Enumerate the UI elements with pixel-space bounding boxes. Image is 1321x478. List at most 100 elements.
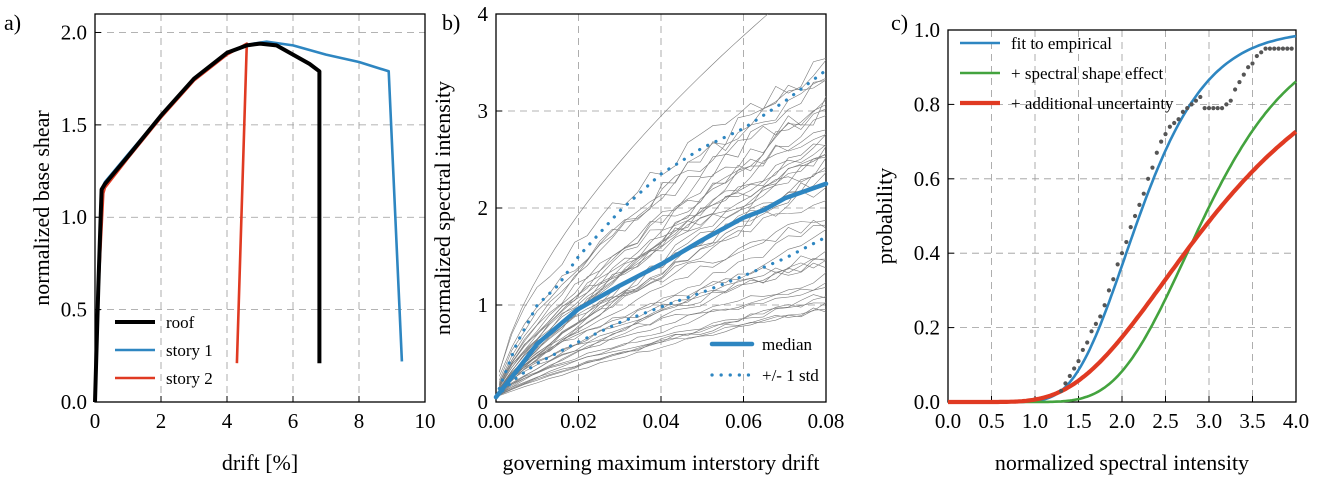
empirical-point <box>1111 277 1116 282</box>
y-tick-label: 1 <box>478 293 489 317</box>
empirical-point <box>1150 165 1155 170</box>
legend-label: roof <box>166 313 195 332</box>
empirical-point <box>1259 50 1264 55</box>
empirical-point <box>1128 225 1133 230</box>
record-line <box>499 302 826 396</box>
empirical-point <box>1198 94 1203 100</box>
record-line <box>499 99 826 377</box>
series-line-story1 <box>93 40 404 403</box>
y-tick-label: 0.8 <box>914 92 940 116</box>
y-axis-label: normalized base shear <box>29 110 54 306</box>
empirical-point <box>1089 329 1094 334</box>
y-tick-label: 2.0 <box>61 20 87 44</box>
std-line <box>494 235 828 399</box>
fragility-curve-red <box>948 130 1298 405</box>
empirical-point <box>1211 106 1216 111</box>
empirical-point <box>1098 314 1103 319</box>
x-tick-label: 10 <box>415 409 436 433</box>
empirical-point <box>1124 239 1129 245</box>
x-tick-label: 8 <box>354 409 365 433</box>
panel-label: c) <box>891 10 908 35</box>
x-tick-label: 4 <box>222 409 233 433</box>
empirical-point <box>1219 106 1225 111</box>
x-tick-label: 1.5 <box>1065 409 1091 433</box>
empirical-point <box>1085 340 1090 345</box>
empirical-point <box>1241 72 1246 77</box>
record-lines <box>499 14 826 396</box>
y-tick-label: 0.4 <box>914 241 941 265</box>
y-tick-label: 4 <box>478 2 489 26</box>
empirical-point <box>1146 176 1151 181</box>
empirical-point <box>1215 106 1220 111</box>
y-tick-label: 0.0 <box>61 390 87 414</box>
x-tick-label: 3.0 <box>1196 409 1222 433</box>
y-tick-label: 0.5 <box>61 298 87 322</box>
empirical-point <box>1059 388 1064 393</box>
record-line <box>499 14 769 373</box>
empirical-point <box>1189 102 1194 107</box>
y-tick-label: 1.5 <box>61 113 87 137</box>
y-tick-label: 3 <box>478 99 489 123</box>
record-line <box>499 166 826 387</box>
legend-label: story 2 <box>166 369 213 388</box>
empirical-point <box>1167 124 1172 129</box>
empirical-point <box>1237 79 1242 85</box>
y-tick-label: 0 <box>478 390 489 414</box>
record-line <box>499 153 826 393</box>
record-line <box>499 229 826 395</box>
record-line <box>499 80 826 391</box>
empirical-point <box>1193 98 1199 103</box>
empirical-point <box>1246 65 1251 70</box>
record-line <box>499 115 826 393</box>
x-tick-label: 0.06 <box>725 409 762 433</box>
record-line <box>499 104 826 388</box>
panel-a: 0 2 4 6 8 10 0.0 0.5 1.0 1.5 2.0 drift [%] normalize… <box>4 10 436 475</box>
y-axis-label: probability <box>872 168 897 265</box>
record-line <box>499 224 826 394</box>
empirical-point <box>1102 303 1107 308</box>
x-tick-label: 2.0 <box>1109 409 1135 433</box>
y-tick-label: 1.0 <box>914 18 940 42</box>
empirical-point <box>1185 106 1190 111</box>
empirical-point <box>1233 87 1238 92</box>
x-tick-label: 2 <box>156 409 167 433</box>
legend-label: + spectral shape effect <box>1011 64 1164 83</box>
empirical-point <box>1250 61 1255 66</box>
x-tick-label: 0.0 <box>935 409 961 433</box>
x-tick-label: 0 <box>90 409 101 433</box>
x-tick-label: 6 <box>288 409 299 433</box>
empirical-point <box>1224 102 1229 107</box>
panel-c: 0.0 0.5 1.0 1.5 2.0 2.5 3.0 3.5 4.0 0.0 0.2 0.4 0.6 0… <box>872 10 1309 475</box>
legend-label: fit to empirical <box>1011 34 1112 53</box>
record-line <box>499 220 826 392</box>
y-axis-label: normalized spectral intensity <box>430 81 455 335</box>
plot-frame <box>94 13 426 403</box>
record-line <box>499 262 826 388</box>
empirical-point <box>1093 321 1098 326</box>
empirical-point <box>1072 366 1077 371</box>
record-line <box>499 108 826 387</box>
record-line <box>499 187 826 391</box>
record-line <box>499 78 826 381</box>
record-line <box>499 296 826 396</box>
empirical-point <box>1289 46 1294 51</box>
record-line <box>499 134 826 383</box>
empirical-point <box>1163 132 1168 137</box>
empirical-point <box>1119 251 1125 256</box>
empirical-point <box>1106 288 1112 293</box>
empirical-point <box>1132 213 1138 219</box>
empirical-point <box>1280 46 1286 51</box>
std-line <box>494 68 828 399</box>
panel-label: b) <box>442 10 460 35</box>
empirical-point <box>1115 262 1120 267</box>
empirical-point <box>1063 381 1068 386</box>
x-axis-label: governing maximum interstory drift <box>502 450 819 475</box>
x-axis-label: drift [%] <box>222 450 298 475</box>
empirical-point <box>1206 106 1212 111</box>
record-line <box>499 309 826 394</box>
median-line <box>493 181 829 400</box>
empirical-point <box>1180 109 1185 114</box>
x-axis-label: normalized spectral intensity <box>995 450 1249 475</box>
record-line <box>499 79 826 383</box>
